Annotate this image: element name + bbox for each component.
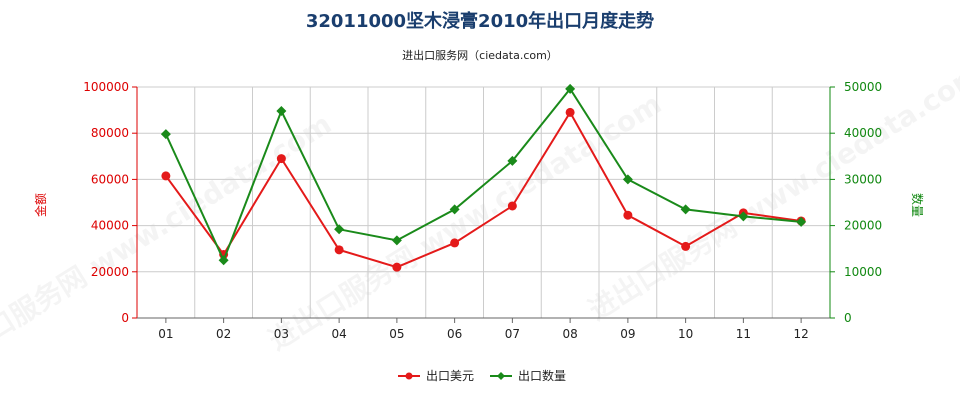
- data-point-circle: [334, 245, 344, 255]
- legend-label: 出口美元: [426, 369, 474, 383]
- x-tick-label: 01: [158, 327, 173, 341]
- data-point-diamond: [796, 216, 807, 227]
- x-tick-label: 09: [620, 327, 635, 341]
- x-tick-label: 12: [793, 327, 808, 341]
- left-tick-label: 60000: [91, 172, 129, 186]
- chart-subtitle: 进出口服务网（ciedata.com）: [402, 48, 558, 62]
- series-line-出口美元: [165, 110, 802, 269]
- x-tick-label: 07: [505, 327, 520, 341]
- data-point-diamond: [565, 83, 576, 94]
- data-point-circle: [507, 201, 517, 211]
- series-line-出口数量: [164, 87, 802, 263]
- left-tick-label: 0: [121, 311, 129, 325]
- data-point-diamond: [738, 211, 749, 222]
- data-point-diamond: [680, 204, 691, 215]
- x-tick-label: 11: [736, 327, 751, 341]
- grid: [136, 86, 831, 319]
- left-tick-label: 40000: [91, 219, 129, 233]
- x-tick-label: 04: [331, 327, 346, 341]
- data-point-circle: [623, 210, 633, 220]
- data-point-diamond: [160, 129, 171, 140]
- legend-label: 出口数量: [518, 368, 566, 383]
- data-point-diamond: [334, 224, 345, 235]
- x-tick-label: 06: [447, 327, 462, 341]
- data-point-circle: [276, 154, 286, 164]
- data-point-diamond: [391, 235, 402, 246]
- data-point-circle: [450, 238, 460, 248]
- data-point-diamond: [276, 106, 287, 117]
- data-point-circle: [681, 241, 691, 251]
- data-point-diamond: [218, 255, 229, 266]
- right-tick-label: 20000: [844, 219, 882, 233]
- right-tick-label: 50000: [844, 80, 882, 94]
- chart-title: 32011000坚木浸膏2010年出口月度走势: [306, 10, 654, 32]
- legend: 出口美元 出口数量: [398, 368, 566, 383]
- right-axis-label: 数量: [910, 193, 925, 217]
- data-point-circle: [161, 171, 171, 181]
- legend-marker-diamond: [497, 372, 505, 380]
- x-tick-label: 02: [216, 327, 231, 341]
- left-tick-label: 20000: [91, 265, 129, 279]
- x-tick-label: 03: [274, 327, 289, 341]
- data-point-circle: [565, 107, 575, 117]
- right-tick-label: 10000: [844, 265, 882, 279]
- data-point-diamond: [622, 174, 633, 185]
- data-point-diamond: [449, 204, 460, 215]
- data-point-diamond: [507, 155, 518, 166]
- right-tick-label: 40000: [844, 126, 882, 140]
- x-tick-label: 10: [678, 327, 693, 341]
- x-tick-label: 08: [562, 327, 577, 341]
- series-layer: [160, 83, 807, 272]
- axes: 0 20000 40000 60000 80000 100000 0 10000 20000 30…: [83, 80, 882, 341]
- left-axis-label: 金额: [33, 193, 48, 217]
- right-tick-label: 0: [844, 311, 852, 325]
- data-point-circle: [392, 262, 402, 272]
- left-tick-label: 80000: [91, 126, 129, 140]
- legend-marker-circle: [405, 372, 413, 380]
- x-tick-label: 05: [389, 327, 404, 341]
- right-tick-label: 30000: [844, 172, 882, 186]
- left-tick-label: 100000: [83, 80, 129, 94]
